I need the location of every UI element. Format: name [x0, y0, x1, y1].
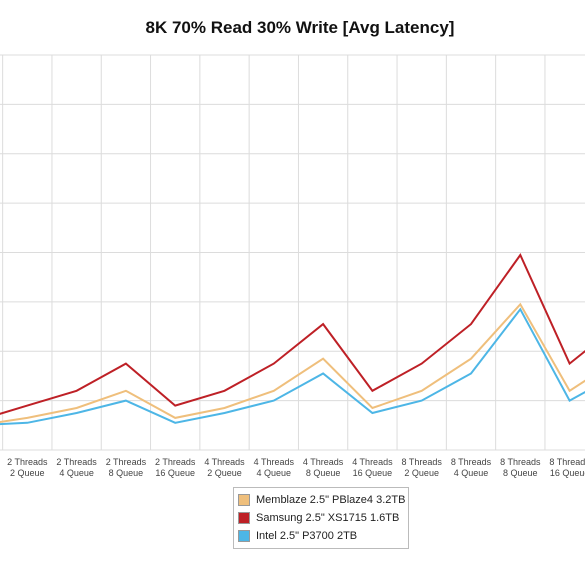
x-tick-label: 4 Threads 16 Queue	[352, 457, 393, 478]
legend: Memblaze 2.5" PBlaze4 3.2TB Samsung 2.5" …	[233, 487, 409, 549]
x-tick-label: 2 Threads 4 Queue	[56, 457, 97, 478]
x-tick-label: 4 Threads 2 Queue	[204, 457, 245, 478]
legend-label: Intel 2.5" P3700 2TB	[256, 530, 358, 542]
series-line-2	[0, 307, 585, 426]
legend-swatch	[238, 512, 250, 524]
x-tick-label: 4 Threads 4 Queue	[254, 457, 295, 478]
series-line-1	[0, 253, 585, 415]
series-lines	[0, 253, 585, 426]
chart-title: 8K 70% Read 30% Write [Avg Latency]	[145, 18, 455, 37]
legend-swatch	[238, 530, 250, 542]
legend-label: Samsung 2.5" XS1715 1.6TB	[256, 512, 400, 524]
legend-label: Memblaze 2.5" PBlaze4 3.2TB	[256, 494, 406, 506]
x-tick-label: 2 Threads 16 Queue	[155, 457, 196, 478]
legend-item: Memblaze 2.5" PBlaze4 3.2TB	[234, 491, 408, 509]
x-tick-label: 8 Threads 4 Queue	[451, 457, 492, 478]
legend-item: Samsung 2.5" XS1715 1.6TB	[234, 509, 408, 527]
x-tick-label: 2 Threads 8 Queue	[106, 457, 147, 478]
legend-item: Intel 2.5" P3700 2TB	[234, 527, 408, 545]
x-tick-label: 8 Threads 8 Queue	[500, 457, 541, 478]
x-tick-label: 4 Threads 8 Queue	[303, 457, 344, 478]
x-tick-label: 8 Threads 2 Queue	[402, 457, 443, 478]
series-line-0	[0, 302, 585, 424]
legend-swatch	[238, 494, 250, 506]
x-tick-label: 2 Threads 2 Queue	[7, 457, 48, 478]
